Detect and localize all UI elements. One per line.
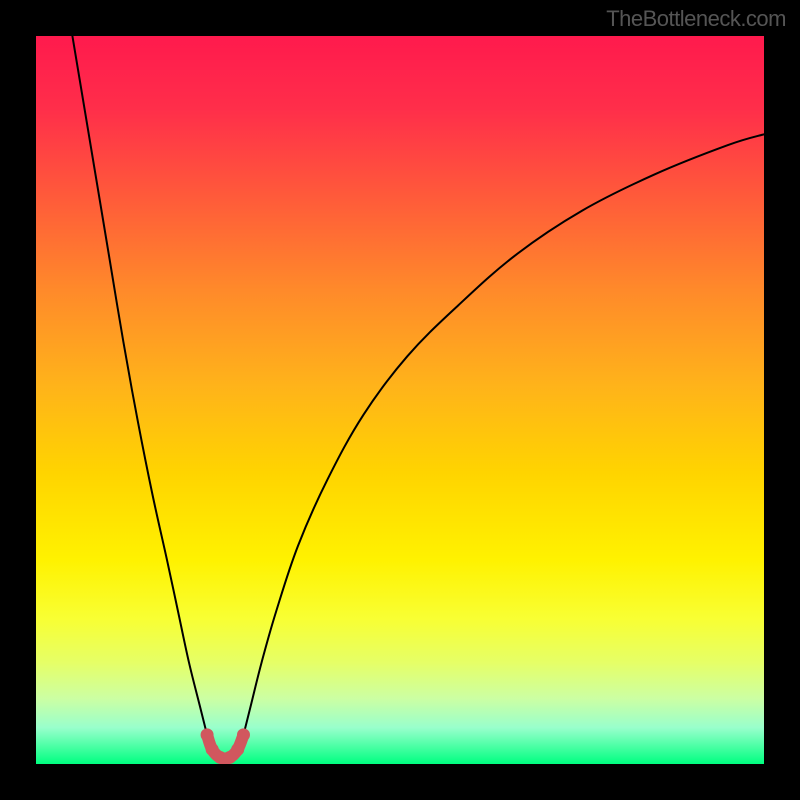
bottleneck-chart <box>0 0 800 800</box>
